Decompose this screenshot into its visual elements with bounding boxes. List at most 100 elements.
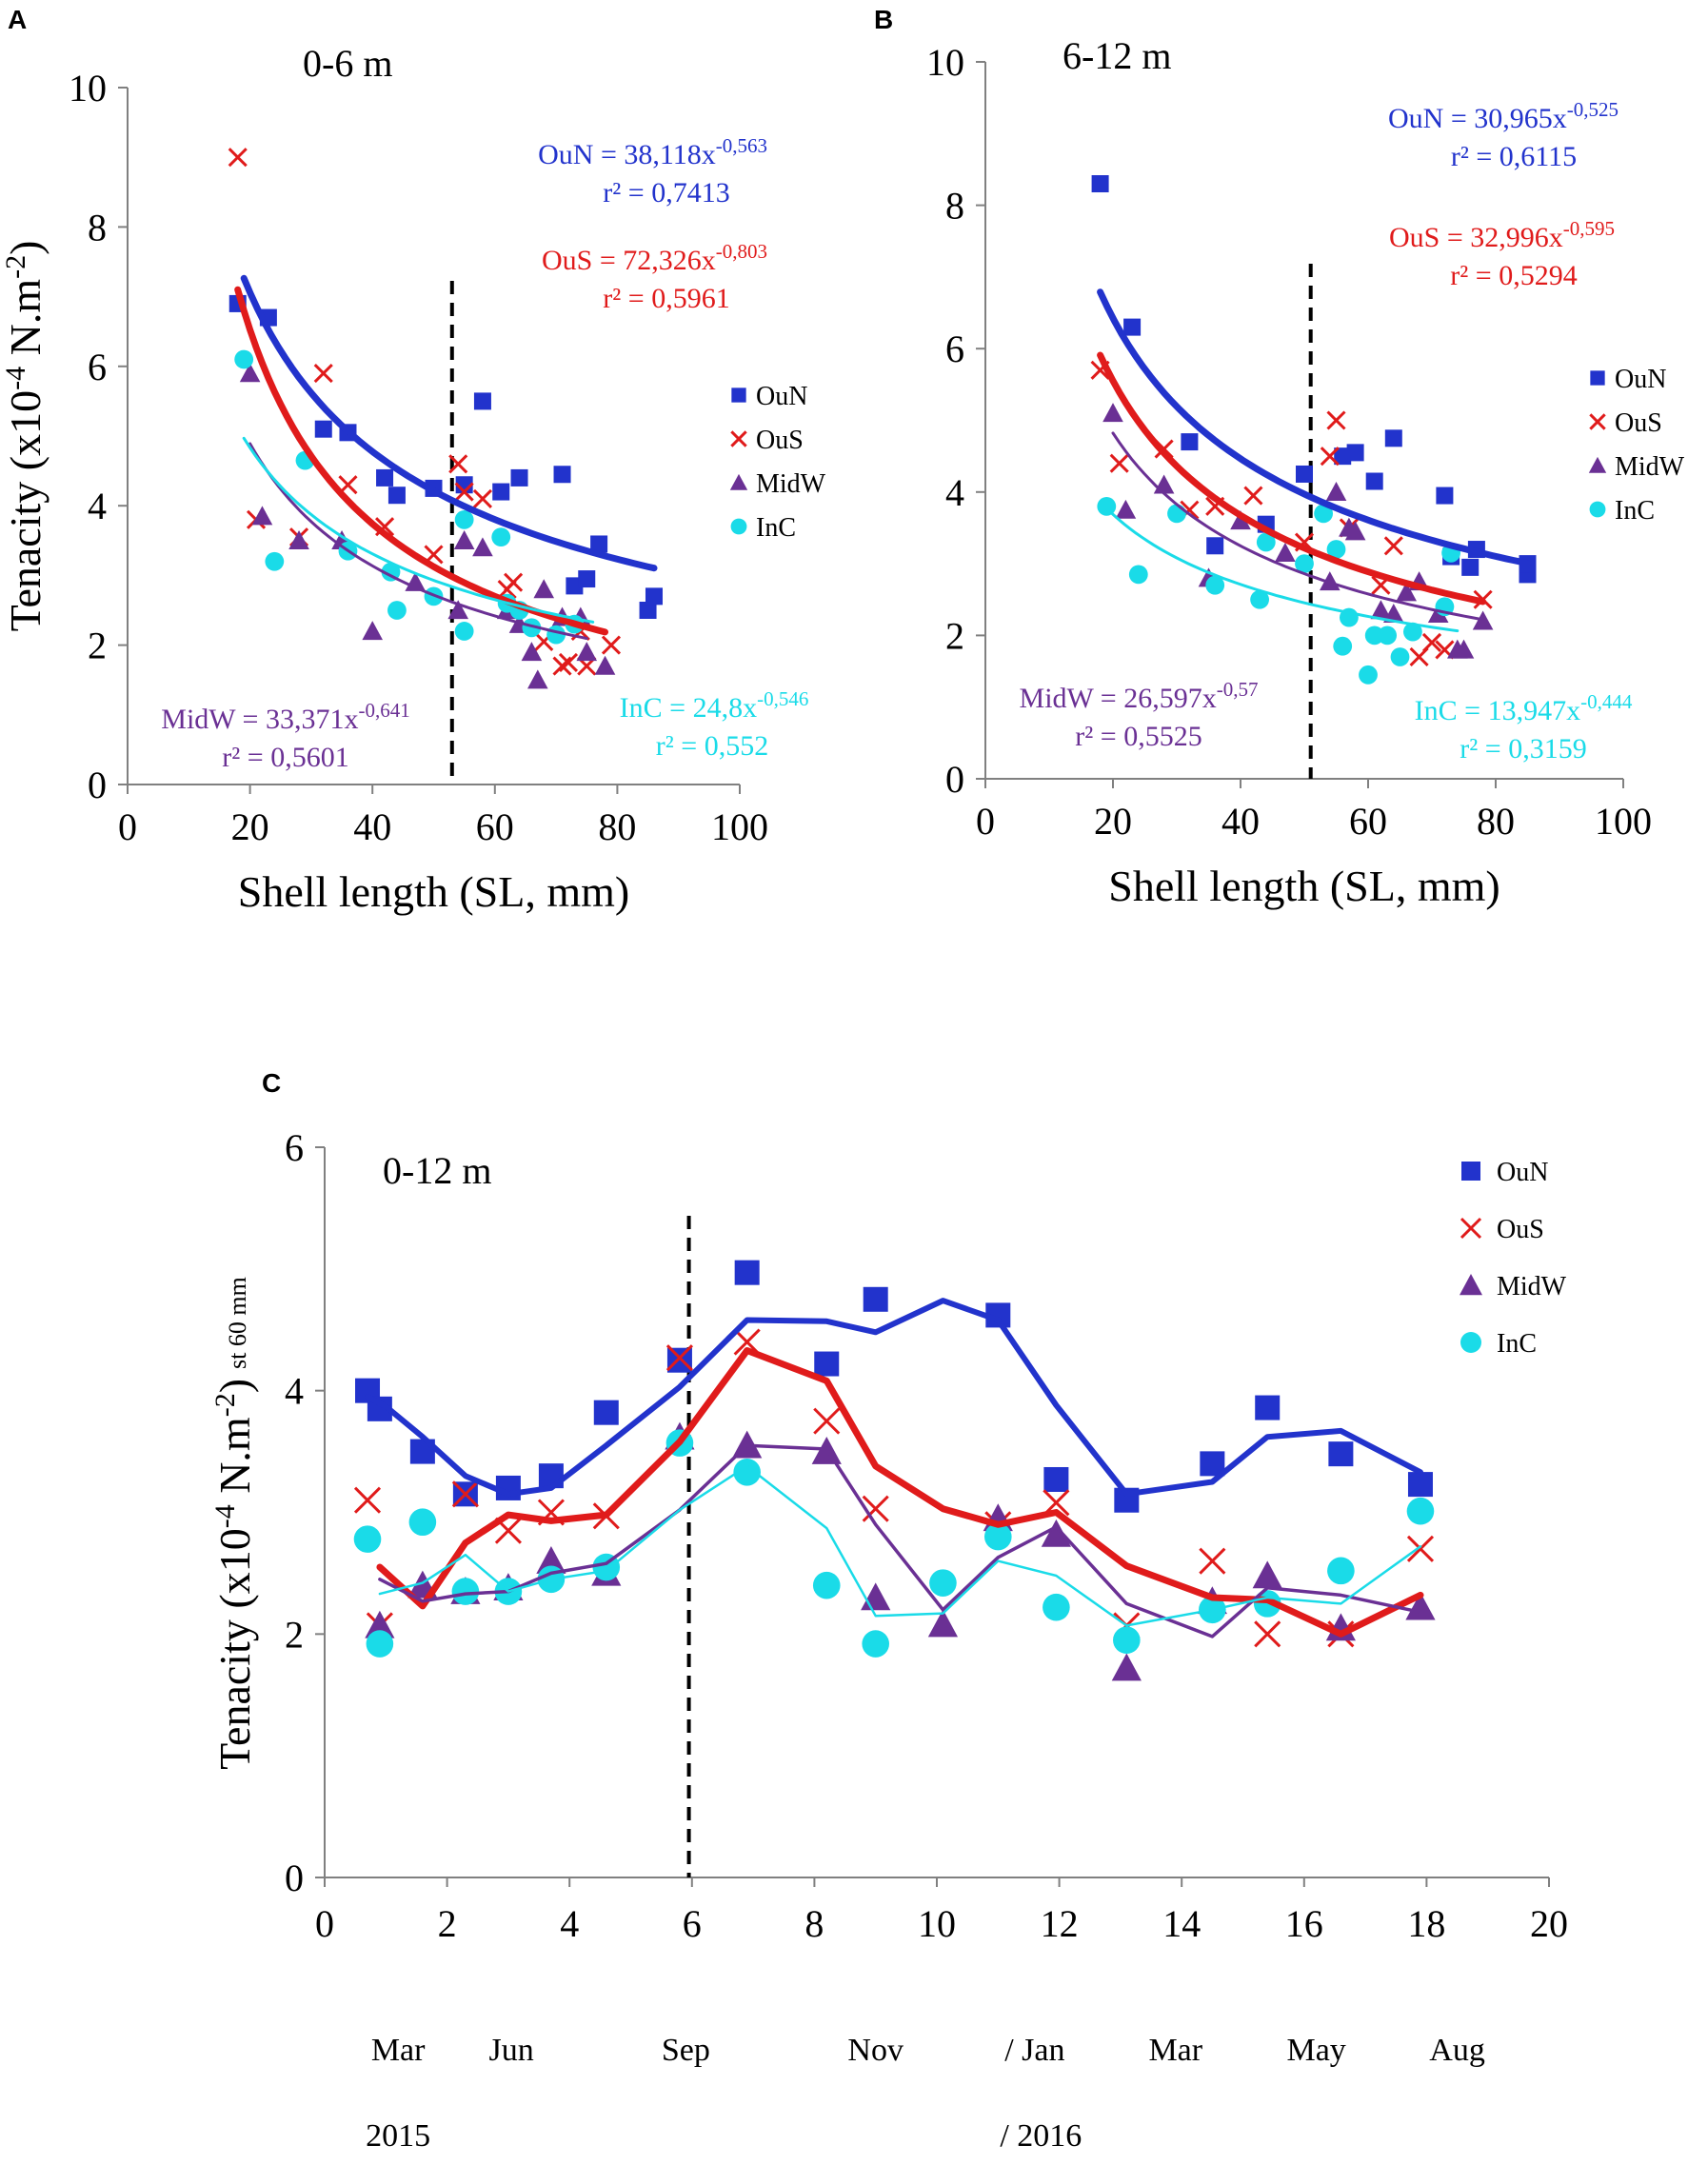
trend-line-ous — [376, 1347, 1424, 1638]
y-tick-label: 4 — [945, 471, 964, 514]
data-point — [472, 488, 493, 508]
data-point — [1320, 447, 1340, 467]
data-point — [1109, 453, 1129, 473]
data-point — [314, 420, 332, 438]
data-point — [1254, 1620, 1281, 1648]
data-point — [578, 570, 596, 588]
panel-letter: A — [8, 5, 27, 34]
y-tick-label: 2 — [945, 614, 964, 657]
data-point — [1421, 632, 1442, 652]
data-point — [451, 1578, 480, 1605]
x-tick-label: 60 — [476, 805, 514, 848]
y-tick-label: 0 — [945, 758, 964, 801]
x-tick-label: 80 — [1477, 800, 1515, 843]
data-point — [288, 530, 309, 549]
x-tick-label: 10 — [918, 1902, 956, 1945]
depth-label: 0-6 m — [303, 42, 392, 85]
year-label: 2015 — [366, 2118, 430, 2154]
data-point — [1406, 1497, 1435, 1525]
month-label: Nov — [847, 2033, 904, 2068]
data-point — [1333, 636, 1353, 656]
legend-marker-midw — [729, 473, 748, 490]
data-point — [472, 537, 493, 557]
legend-label-oun: OuN — [1615, 365, 1666, 394]
legend-marker-midw — [1460, 1274, 1482, 1296]
data-point — [1326, 410, 1346, 430]
month-label: Mar — [371, 2033, 426, 2068]
data-point — [1346, 444, 1364, 462]
legend-marker-inc — [730, 518, 747, 535]
data-point — [1230, 510, 1251, 530]
data-point — [929, 1569, 957, 1597]
data-point — [645, 587, 663, 606]
data-point — [387, 601, 407, 620]
equation-ous: OuS = 72,326x-0,803 — [542, 240, 767, 276]
panel-c: C 0-12 m 0 2 4 6 0 2 4 6 8 10 12 14 16 18 20 Tenacity (x1… — [209, 1068, 1568, 2154]
data-point — [927, 1609, 959, 1638]
series-oun — [355, 1260, 1433, 1513]
data-point — [1403, 622, 1422, 642]
legend-label-inc: InC — [756, 513, 796, 543]
trend-line-midw — [378, 1443, 1422, 1639]
fit-curve-midw — [248, 442, 588, 641]
x-tick-label: 0 — [315, 1902, 334, 1945]
legend-label-oun: OuN — [1497, 1158, 1548, 1187]
fit-curve-oun — [240, 274, 658, 572]
r-squared-ous: r² = 0,5294 — [1450, 260, 1577, 291]
data-point — [265, 551, 285, 571]
data-point — [251, 506, 273, 526]
data-point — [593, 1400, 619, 1425]
data-point — [313, 364, 333, 384]
data-point — [1043, 1593, 1070, 1621]
data-point — [1256, 532, 1276, 552]
data-point — [353, 1525, 382, 1553]
trend-line-oun — [365, 1298, 1423, 1498]
data-point — [533, 579, 555, 599]
data-point — [1383, 536, 1403, 556]
data-point — [1250, 589, 1269, 609]
x-tick-label: 6 — [683, 1902, 702, 1945]
data-point — [576, 642, 598, 662]
x-tick-label: 100 — [711, 805, 768, 848]
data-point — [1296, 465, 1313, 483]
data-point — [1128, 565, 1148, 585]
data-point — [1328, 1441, 1354, 1467]
data-point — [1295, 554, 1314, 573]
data-point — [451, 1480, 479, 1508]
data-point — [454, 482, 474, 502]
data-point — [1314, 504, 1333, 524]
data-point — [1043, 1466, 1069, 1492]
data-point — [1325, 482, 1347, 501]
y-axis-label: Tenacity (x10-4 N.m-2)st 60 mm — [209, 1277, 259, 1770]
data-point — [1370, 600, 1392, 620]
data-point — [527, 669, 548, 689]
data-point — [491, 527, 511, 547]
legend-marker-midw — [1588, 456, 1607, 473]
data-point — [234, 349, 254, 369]
y-tick-label: 2 — [285, 1613, 304, 1656]
data-point — [594, 655, 616, 675]
month-label: Mar — [1148, 2033, 1202, 2068]
data-point — [1359, 665, 1378, 685]
data-point — [601, 635, 622, 655]
x-tick-label: 12 — [1041, 1902, 1079, 1945]
data-point — [1111, 1653, 1142, 1681]
equation-midw: MidW = 33,371x-0,641 — [161, 699, 409, 735]
data-point — [1115, 499, 1137, 519]
data-point — [353, 1486, 382, 1514]
legend-marker-inc — [1460, 1332, 1481, 1353]
data-point — [365, 1610, 395, 1639]
x-axis-label: Shell length (SL, mm) — [238, 867, 629, 916]
r-squared-oun: r² = 0,6115 — [1451, 141, 1577, 172]
data-point — [665, 1344, 694, 1372]
data-point — [1041, 1519, 1071, 1547]
equation-midw: MidW = 26,597x-0,57 — [1020, 678, 1259, 714]
x-tick-label: 20 — [1094, 800, 1132, 843]
x-tick-label: 0 — [118, 805, 137, 848]
legend-marker-ous — [730, 430, 747, 447]
month-label: Aug — [1429, 2033, 1485, 2068]
equation-inc: InC = 24,8x-0,546 — [620, 687, 809, 724]
data-point — [1365, 472, 1383, 490]
y-tick-label: 10 — [69, 67, 107, 109]
data-point — [1255, 1395, 1281, 1420]
